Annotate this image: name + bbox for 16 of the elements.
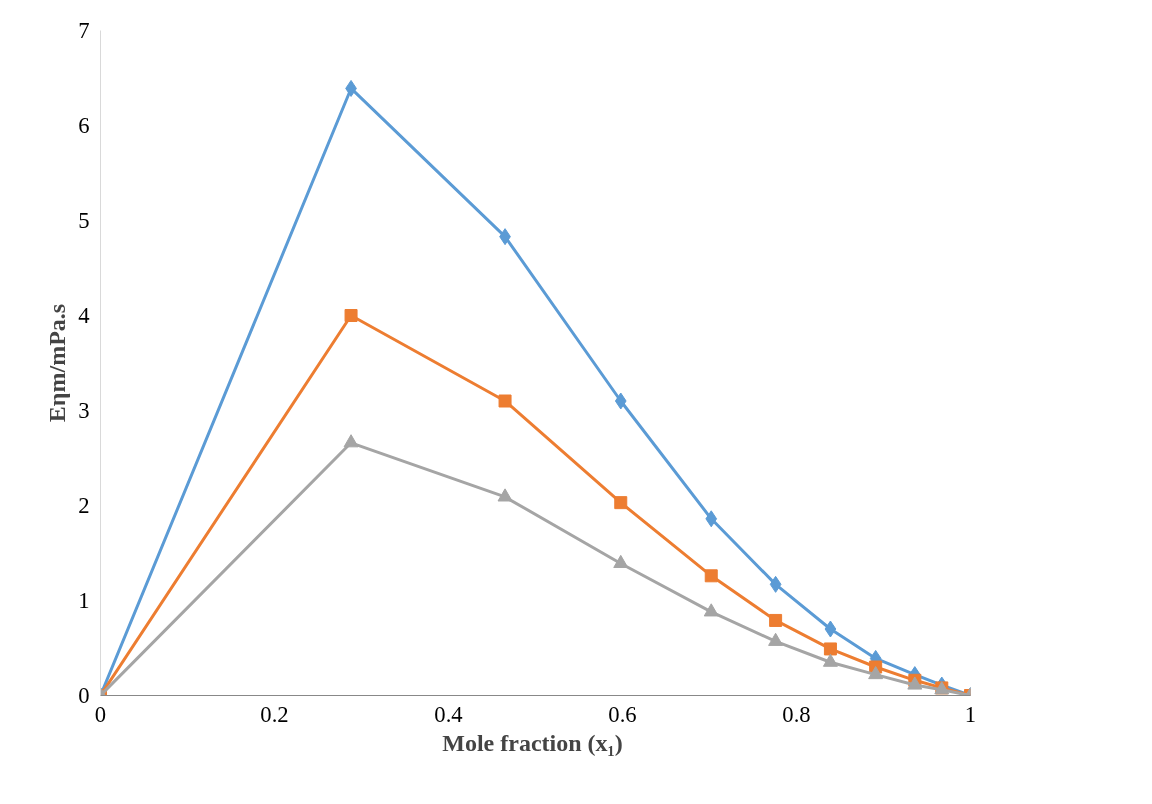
x-tick-label: 0.4 [434,701,463,727]
x-tick-label: 0 [94,701,107,727]
y-axis-title: Eηm/mPa.s [44,303,71,423]
y-tick-label: 0 [78,683,90,708]
x-axis-title: Mole fraction (x₁) [442,729,623,756]
y-tick-label: 6 [78,113,90,138]
x-tick-label: 1 [964,701,977,727]
x-tick-label: 0.6 [608,701,637,727]
y-tick-label: 5 [78,208,90,233]
y-tick-label: 2 [78,493,90,518]
y-tick-label: 3 [78,398,90,423]
y-tick-label: 1 [78,588,90,613]
x-tick-label: 0.2 [260,701,289,727]
y-tick-label: 4 [78,303,90,328]
x-tick-label: 0.8 [782,701,811,727]
y-tick-label: 7 [78,18,90,43]
